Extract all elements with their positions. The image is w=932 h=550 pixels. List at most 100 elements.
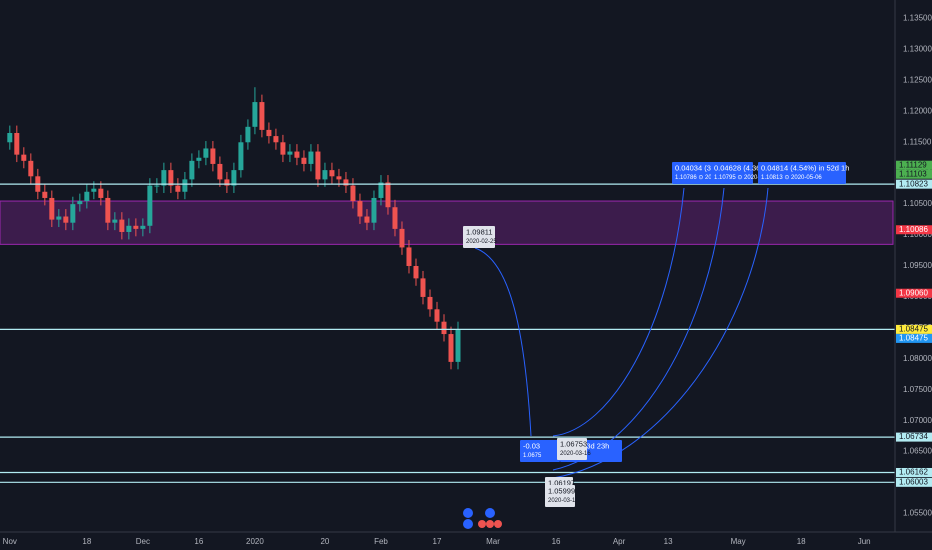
candle-body — [126, 225, 132, 232]
curve — [552, 187, 685, 437]
y-tick-label: 1.06500 — [903, 447, 932, 456]
x-tick-label: Nov — [3, 537, 17, 546]
candle-body — [28, 160, 34, 177]
candle-body — [259, 102, 265, 130]
x-tick-label: May — [731, 537, 746, 546]
price-label: 1.09060 — [899, 288, 928, 297]
y-tick-label: 1.05500 — [903, 509, 932, 518]
y-tick-label: 1.09500 — [903, 261, 932, 270]
annotation-box — [711, 162, 753, 184]
price-label: 1.08475 — [899, 334, 928, 343]
candle-body — [112, 219, 118, 223]
icon — [485, 508, 495, 518]
annotation-box — [520, 440, 560, 462]
candle-body — [399, 228, 405, 248]
candle-body — [56, 216, 62, 220]
candle-body — [252, 102, 258, 127]
candle-body — [378, 182, 384, 198]
price-label-bg — [896, 179, 932, 189]
price-label-bg — [896, 467, 932, 477]
annotation-text: 1.09811 — [466, 227, 493, 236]
annotation-text: 1.05999 — [548, 486, 575, 495]
candle-body — [14, 133, 20, 155]
annotation-text: 2020-03-16 — [560, 451, 591, 457]
candle-body — [7, 133, 13, 143]
price-label: 1.11103 — [899, 169, 927, 178]
x-tick-label: 20 — [320, 537, 329, 546]
x-tick-label: 18 — [82, 537, 91, 546]
price-label-bg — [896, 477, 932, 487]
candle-body — [238, 142, 244, 171]
candle-body — [413, 266, 419, 279]
annotation-text: 0.04814 (4.54%) in 52d 1h — [761, 163, 849, 172]
price-label: 1.11129 — [899, 160, 927, 169]
y-tick-label: 1.13000 — [903, 45, 932, 54]
y-tick-label: 1.07500 — [903, 385, 932, 394]
candle-body — [98, 188, 104, 198]
candle-body — [343, 179, 349, 186]
candle-body — [42, 191, 48, 198]
candle-body — [392, 207, 398, 229]
annotation-text: 1.06753 — [560, 439, 587, 448]
candle-body — [301, 157, 307, 164]
candle-body — [63, 216, 69, 223]
candle-body — [287, 151, 293, 155]
price-label-bg — [896, 324, 932, 334]
candle-body — [350, 185, 356, 202]
annotation-text: 1.0675 — [523, 453, 542, 459]
candle-body — [329, 170, 335, 177]
y-tick-label: 1.12000 — [903, 106, 932, 115]
candle-body — [168, 170, 174, 186]
candle-body — [70, 204, 76, 223]
candle-body — [217, 163, 223, 180]
x-tick-label: 16 — [552, 537, 561, 546]
price-label-bg — [896, 288, 932, 298]
annotation-box — [463, 226, 495, 248]
x-tick-label: Mar — [486, 537, 500, 546]
candle-body — [49, 197, 55, 220]
candle-body — [448, 334, 454, 362]
x-tick-label: 2020 — [246, 537, 264, 546]
annotation-text: -0.03 — [523, 441, 540, 450]
candle-body — [224, 179, 230, 186]
candle-body — [441, 321, 447, 335]
annotation-text: 0.04628 (4.36 — [714, 163, 760, 172]
annotation-text: 1.10786 ⊙ 202 — [675, 175, 716, 181]
y-tick-label: 1.12500 — [903, 76, 932, 85]
candle-body — [308, 151, 314, 164]
price-label-bg — [896, 432, 932, 442]
candle-body — [140, 225, 146, 229]
candle-body — [336, 176, 342, 180]
y-tick-label: 1.10500 — [903, 199, 932, 208]
annotation-text: 2020-03-16 — [548, 498, 579, 504]
price-label-bg — [896, 160, 932, 170]
price-label-bg — [896, 333, 932, 343]
curve — [474, 247, 532, 437]
annotation-box — [545, 485, 575, 507]
candle-body — [161, 170, 167, 186]
candle-body — [203, 148, 209, 158]
icon — [494, 520, 502, 528]
candle-body — [280, 142, 286, 155]
x-tick-label: 16 — [194, 537, 203, 546]
candle-body — [266, 129, 272, 137]
candle-body — [245, 126, 251, 143]
candle-body — [21, 154, 27, 161]
x-tick-label: Dec — [136, 537, 150, 546]
candle-body — [154, 185, 160, 187]
candle-body — [105, 197, 111, 223]
candle-body — [273, 136, 279, 143]
candle-body — [420, 278, 426, 297]
y-tick-label: 1.11500 — [903, 137, 932, 146]
annotation-text: 0.04034 (3. — [675, 163, 713, 172]
x-tick-label: 17 — [433, 537, 442, 546]
candle-body — [294, 151, 300, 158]
icon — [478, 520, 486, 528]
x-tick-label: 13 — [664, 537, 673, 546]
candle-body — [182, 179, 188, 192]
candle-body — [119, 219, 125, 232]
y-tick-label: 1.10000 — [903, 230, 932, 239]
candle-body — [371, 197, 377, 223]
icon — [486, 520, 494, 528]
price-label: 1.06734 — [899, 432, 928, 441]
